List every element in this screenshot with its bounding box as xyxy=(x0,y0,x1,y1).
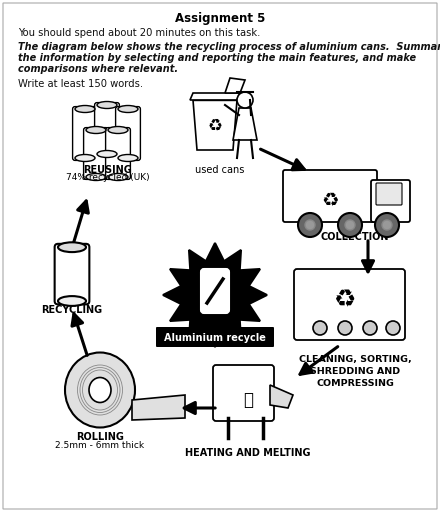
Polygon shape xyxy=(190,93,240,100)
Text: HEATING AND MELTING: HEATING AND MELTING xyxy=(185,448,311,458)
Text: comparisons where relevant.: comparisons where relevant. xyxy=(18,64,178,74)
Circle shape xyxy=(375,213,399,237)
Text: The diagram below shows the recycling process of aluminium cans.  Summarise: The diagram below shows the recycling pr… xyxy=(18,42,440,52)
Circle shape xyxy=(237,92,253,108)
Polygon shape xyxy=(193,100,237,150)
FancyBboxPatch shape xyxy=(116,106,140,160)
Circle shape xyxy=(338,321,352,335)
Ellipse shape xyxy=(58,296,86,306)
Text: ROLLING: ROLLING xyxy=(76,432,124,442)
Text: Write at least 150 words.: Write at least 150 words. xyxy=(18,79,143,89)
Text: Aluminium recycle: Aluminium recycle xyxy=(164,333,266,343)
FancyBboxPatch shape xyxy=(55,244,89,304)
Text: the information by selecting and reporting the main features, and make: the information by selecting and reporti… xyxy=(18,53,416,63)
Ellipse shape xyxy=(75,105,95,113)
Polygon shape xyxy=(270,385,293,408)
Ellipse shape xyxy=(65,352,135,428)
FancyBboxPatch shape xyxy=(294,269,405,340)
Ellipse shape xyxy=(108,174,128,181)
Text: CLEANING, SORTING,
SHREDDING AND
COMPRESSING: CLEANING, SORTING, SHREDDING AND COMPRES… xyxy=(299,355,411,388)
Circle shape xyxy=(305,220,315,230)
FancyBboxPatch shape xyxy=(376,183,402,205)
FancyBboxPatch shape xyxy=(371,180,410,222)
FancyBboxPatch shape xyxy=(201,269,229,313)
FancyBboxPatch shape xyxy=(84,127,108,179)
Polygon shape xyxy=(132,395,185,420)
Polygon shape xyxy=(163,243,267,347)
Text: You should spend about 20 minutes on this task.: You should spend about 20 minutes on thi… xyxy=(18,28,260,38)
Circle shape xyxy=(298,213,322,237)
FancyBboxPatch shape xyxy=(156,327,274,347)
Ellipse shape xyxy=(89,377,111,402)
Ellipse shape xyxy=(86,174,106,181)
Circle shape xyxy=(345,220,355,230)
Circle shape xyxy=(386,321,400,335)
Circle shape xyxy=(363,321,377,335)
Polygon shape xyxy=(233,108,257,140)
Ellipse shape xyxy=(118,155,138,161)
Text: RECYCLING: RECYCLING xyxy=(41,305,103,315)
Circle shape xyxy=(382,220,392,230)
Text: used cans: used cans xyxy=(195,165,245,175)
Ellipse shape xyxy=(97,101,117,109)
Text: 2.5mm - 6mm thick: 2.5mm - 6mm thick xyxy=(55,441,145,450)
FancyBboxPatch shape xyxy=(95,102,119,156)
Text: ♻: ♻ xyxy=(334,288,356,312)
Circle shape xyxy=(313,321,327,335)
Text: REUSING: REUSING xyxy=(84,165,132,175)
Text: 74% recycled (UK): 74% recycled (UK) xyxy=(66,173,150,182)
FancyBboxPatch shape xyxy=(73,106,97,160)
Ellipse shape xyxy=(58,242,86,252)
Ellipse shape xyxy=(97,151,117,158)
FancyBboxPatch shape xyxy=(283,170,377,222)
Text: COLLECTION: COLLECTION xyxy=(321,232,389,242)
Text: ♻: ♻ xyxy=(208,116,223,134)
FancyBboxPatch shape xyxy=(106,127,130,179)
Polygon shape xyxy=(225,78,245,93)
Ellipse shape xyxy=(86,126,106,134)
Ellipse shape xyxy=(108,126,128,134)
Text: Assignment 5: Assignment 5 xyxy=(175,12,265,25)
FancyBboxPatch shape xyxy=(213,365,274,421)
Text: ♻: ♻ xyxy=(321,190,339,209)
Ellipse shape xyxy=(118,105,138,113)
Ellipse shape xyxy=(75,155,95,161)
Circle shape xyxy=(338,213,362,237)
Text: 🔥: 🔥 xyxy=(243,391,253,409)
